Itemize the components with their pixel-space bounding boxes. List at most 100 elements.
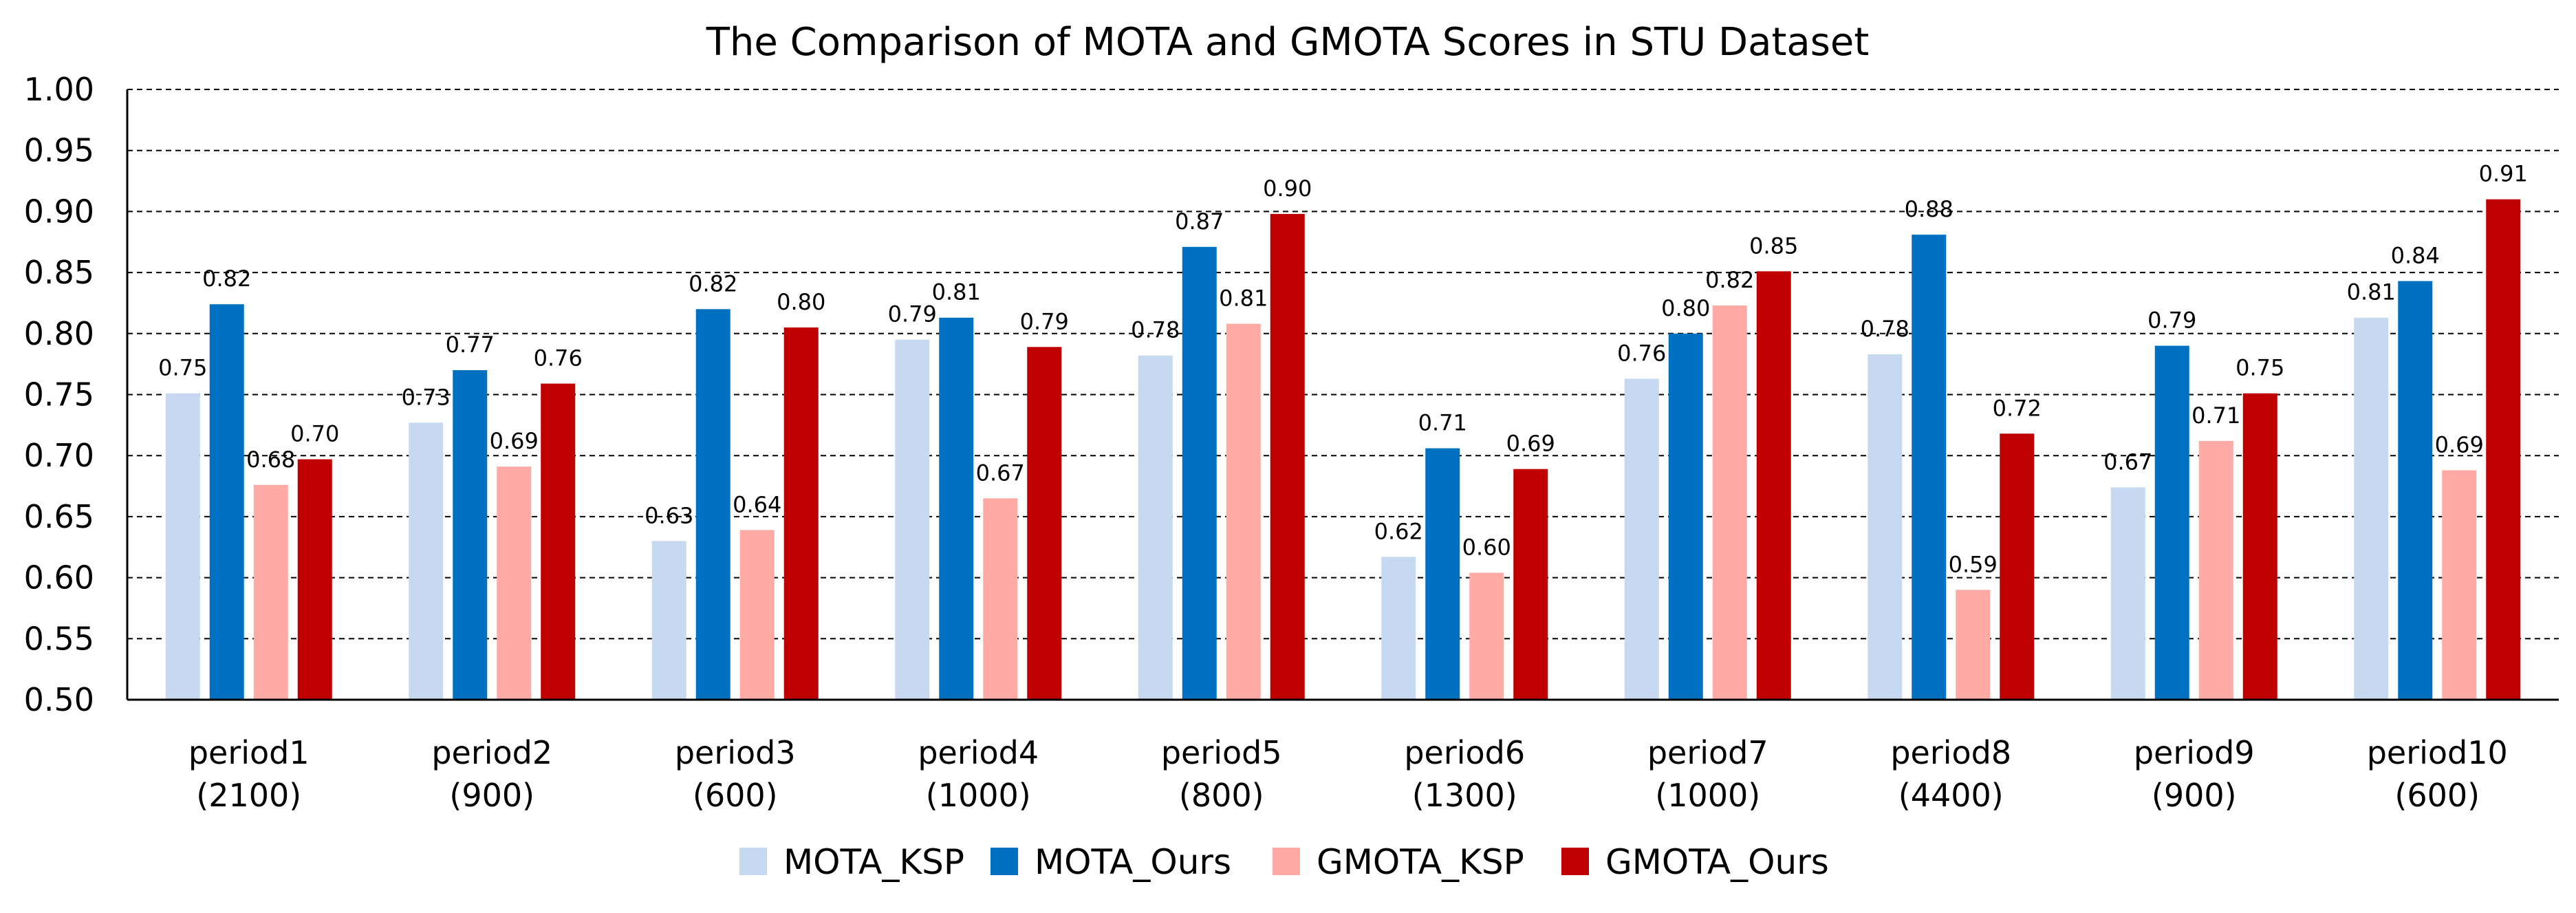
data-label: 0.85: [1749, 233, 1798, 259]
data-label: 0.72: [1993, 395, 2042, 421]
bar-gmota-ksp-period1: [253, 484, 288, 700]
data-label: 0.63: [645, 502, 693, 528]
bar-mota-ours-period2: [453, 370, 488, 700]
data-label: 0.84: [2391, 243, 2440, 269]
data-label: 0.75: [2236, 355, 2284, 381]
bar-gmota-ksp-period10: [2442, 470, 2477, 700]
data-label: 0.69: [2435, 431, 2484, 458]
x-tick-sublabel: (900): [2152, 777, 2237, 814]
y-tick-label: 1.00: [24, 71, 94, 108]
x-tick-sublabel: (1300): [1412, 777, 1517, 814]
x-tick-sublabel: (900): [449, 777, 534, 814]
data-label: 0.69: [1506, 431, 1555, 457]
legend-swatch-gmota-ksp: [1273, 848, 1300, 875]
x-tick-label: period2: [431, 734, 552, 771]
bar-mota-ours-period10: [2398, 281, 2433, 700]
data-label: 0.87: [1175, 208, 1224, 235]
bar-mota-ksp-period8: [1868, 354, 1903, 700]
bar-gmota-ours-period4: [1027, 347, 1062, 700]
bar-mota-ksp-period10: [2354, 317, 2389, 700]
bar-mota-ksp-period4: [895, 339, 930, 700]
legend-label: GMOTA_Ours: [1605, 842, 1829, 882]
data-label: 0.80: [777, 289, 825, 315]
bar-gmota-ours-period6: [1513, 469, 1548, 700]
bar-mota-ours-period4: [939, 317, 974, 700]
bar-gmota-ours-period3: [783, 327, 819, 700]
bar-mota-ksp-period9: [2110, 487, 2145, 700]
bar-mota-ksp-period6: [1381, 557, 1416, 700]
data-label: 0.76: [534, 345, 583, 372]
data-label: 0.60: [1462, 535, 1511, 561]
bar-mota-ksp-period3: [651, 541, 686, 700]
data-label: 0.76: [1617, 340, 1666, 366]
bar-gmota-ksp-period4: [983, 498, 1018, 700]
legend-label: GMOTA_KSP: [1317, 842, 1524, 882]
legend-swatch-mota-ksp: [739, 848, 767, 875]
bar-mota-ours-period7: [1668, 333, 1703, 700]
grid-layer: [127, 89, 2559, 640]
bar-gmota-ours-period5: [1270, 213, 1305, 700]
x-tick-label: period6: [1404, 734, 1525, 771]
data-label: 0.67: [976, 460, 1025, 486]
data-label: 0.80: [1661, 295, 1710, 321]
legend-label: MOTA_Ours: [1035, 842, 1231, 882]
bar-mota-ksp-period2: [409, 422, 444, 700]
data-label: 0.64: [733, 491, 781, 517]
x-tick-label: period7: [1647, 734, 1768, 771]
y-tick-label: 0.80: [24, 315, 94, 352]
bar-gmota-ours-period8: [2000, 433, 2035, 700]
data-label: 0.70: [290, 421, 339, 447]
x-tick-sublabel: (800): [1179, 777, 1264, 814]
data-label: 0.88: [1905, 196, 1953, 222]
bar-gmota-ours-period9: [2242, 393, 2277, 700]
bar-gmota-ours-period7: [1756, 271, 1791, 700]
data-labels-layer: 0.75 0.82 0.680.70 0.73 0.77 0.69 0.76 0.63 0.82…: [158, 161, 2528, 578]
x-tick-sublabel: (600): [2394, 777, 2480, 814]
bar-mota-ksp-period5: [1138, 355, 1173, 700]
bar-mota-ours-period6: [1425, 448, 1460, 700]
data-label: 0.91: [2479, 161, 2528, 187]
data-label: 0.71: [2191, 402, 2240, 429]
data-label: 0.62: [1374, 518, 1423, 544]
data-label: 0.78: [1861, 316, 1909, 342]
y-tick-label: 0.95: [24, 132, 94, 169]
bar-gmota-ksp-period6: [1469, 572, 1504, 700]
x-tick-sublabel: (1000): [926, 777, 1031, 814]
x-tick-sublabel: (600): [693, 777, 778, 814]
data-label: 0.82: [1705, 267, 1754, 293]
data-label: 0.82: [202, 266, 251, 292]
legend: MOTA_KSP MOTA_Ours GMOTA_KSP GMOTA_Ours: [739, 842, 1829, 882]
data-label: 0.68: [246, 447, 295, 473]
bar-gmota-ours-period10: [2486, 199, 2521, 700]
data-label: 0.78: [1131, 317, 1180, 343]
x-tick-label: period4: [918, 734, 1039, 771]
bar-gmota-ksp-period3: [739, 530, 775, 700]
bar-mota-ours-period5: [1182, 246, 1217, 700]
bar-mota-ksp-period1: [165, 393, 200, 700]
bar-mota-ours-period1: [209, 304, 244, 700]
y-tick-label: 0.90: [24, 193, 94, 230]
bar-gmota-ksp-period8: [1956, 590, 1991, 700]
x-tick-sublabel: (1000): [1655, 777, 1760, 814]
data-label: 0.81: [2347, 279, 2396, 305]
data-label: 0.75: [158, 355, 207, 381]
bar-gmota-ksp-period2: [497, 466, 532, 700]
data-label: 0.79: [2147, 308, 2196, 334]
bar-mota-ours-period8: [1912, 235, 1947, 700]
data-label: 0.82: [689, 270, 737, 297]
x-tick-sublabel: (4400): [1898, 777, 2004, 814]
data-label: 0.79: [1020, 308, 1069, 334]
x-tick-label: period1: [188, 734, 310, 771]
legend-label: MOTA_KSP: [783, 842, 964, 882]
x-tick-label: period5: [1161, 734, 1282, 771]
data-label: 0.73: [402, 384, 451, 410]
data-label: 0.90: [1263, 175, 1312, 202]
y-tick-label: 0.85: [24, 254, 94, 291]
data-label: 0.67: [2103, 449, 2152, 475]
y-tick-label: 0.65: [24, 498, 94, 535]
x-tick-label: period3: [675, 734, 796, 771]
data-label: 0.77: [446, 332, 495, 358]
y-tick-label: 0.55: [24, 620, 94, 657]
x-tick-label: period10: [2367, 734, 2508, 771]
